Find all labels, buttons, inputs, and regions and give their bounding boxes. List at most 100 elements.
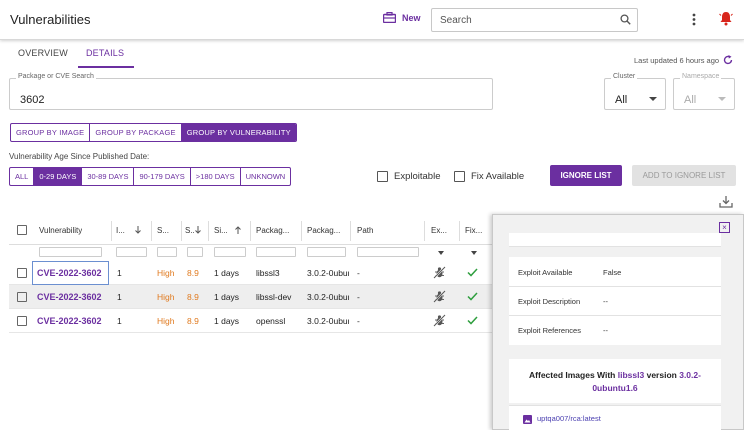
- refresh-icon[interactable]: [723, 55, 733, 65]
- exploitable-checkbox-box[interactable]: [377, 171, 388, 182]
- sort-down-icon[interactable]: [195, 226, 201, 234]
- filter-images-input[interactable]: [116, 247, 147, 257]
- col-severity[interactable]: S...: [157, 226, 170, 235]
- detail-key: Exploit Description: [518, 297, 581, 306]
- version-value: 3.0.2-0ubuntu1.6: [307, 292, 349, 302]
- filter-since-input[interactable]: [214, 247, 246, 257]
- add-to-ignore-list-button[interactable]: ADD TO IGNORE LIST: [632, 165, 736, 186]
- new-button-label: New: [402, 12, 421, 23]
- search-input[interactable]: Search: [431, 8, 638, 32]
- filter-severity-input[interactable]: [157, 247, 177, 257]
- exploitable-checkbox[interactable]: Exploitable: [377, 171, 440, 182]
- images-count: 1: [117, 316, 122, 326]
- table-row[interactable]: CVE-2022-3602 1 High 8.9 1 days libssl3 …: [9, 261, 493, 285]
- col-vulnerability[interactable]: Vulnerability: [39, 226, 83, 235]
- age-all-button[interactable]: ALL: [10, 168, 35, 185]
- filter-score-input[interactable]: [187, 247, 203, 257]
- col-images[interactable]: I...: [116, 226, 125, 235]
- age-unknown-button[interactable]: UNKNOWN: [245, 172, 286, 181]
- filter-package-input[interactable]: [256, 247, 296, 257]
- search-placeholder: Search: [440, 15, 472, 26]
- age-filter-toggle: ALL 0-29 DAYS 30-89 DAYS 90-179 DAYS >18…: [9, 167, 292, 186]
- detail-key: Exploit Available: [518, 268, 573, 277]
- path-value: -: [357, 316, 360, 326]
- row-checkbox[interactable]: [17, 292, 27, 302]
- select-all-checkbox[interactable]: [17, 225, 27, 235]
- close-icon[interactable]: ×: [719, 222, 730, 233]
- table-row[interactable]: CVE-2022-3602 1 High 8.9 1 days openssl …: [9, 309, 493, 333]
- affected-version: 3.0.2-0ubuntu1.6: [592, 370, 701, 393]
- fix-available-checkbox-box[interactable]: [454, 171, 465, 182]
- group-by-vulnerability-button[interactable]: GROUP BY VULNERABILITY: [181, 124, 296, 141]
- package-value: libssl-dev: [256, 292, 292, 302]
- cve-link[interactable]: CVE-2022-3602: [37, 268, 102, 278]
- age-filter-label: Vulnerability Age Since Published Date:: [9, 152, 150, 161]
- group-by-image-button[interactable]: GROUP BY IMAGE: [11, 124, 91, 141]
- package-cve-search-field[interactable]: Package or CVE Search 3602: [9, 73, 493, 110]
- filter-vulnerability-input[interactable]: [39, 247, 102, 257]
- image-icon: [523, 415, 532, 424]
- tab-overview[interactable]: OVERVIEW: [18, 48, 68, 58]
- path-value: -: [357, 268, 360, 278]
- cve-link[interactable]: CVE-2022-3602: [37, 316, 102, 326]
- package-cve-search-label: Package or CVE Search: [16, 73, 96, 80]
- column-divider: [459, 221, 460, 241]
- col-score[interactable]: S...: [185, 226, 195, 235]
- table-header: Vulnerability I... S... S... Si... Packa…: [9, 215, 493, 245]
- chevron-down-icon[interactable]: [471, 251, 477, 255]
- age-0-29-button[interactable]: 0-29 DAYS: [34, 168, 83, 185]
- age-180-plus-button[interactable]: >180 DAYS: [191, 168, 241, 185]
- table-row[interactable]: CVE-2022-3602 1 High 8.9 1 days libssl-d…: [9, 285, 493, 309]
- version-value: 3.0.2-0ubuntu1.6: [307, 316, 349, 326]
- affected-mid: version: [646, 370, 677, 380]
- sort-down-icon[interactable]: [135, 226, 141, 234]
- row-checkbox[interactable]: [17, 316, 27, 326]
- affected-image-item[interactable]: uptqa007/rca:latest: [509, 405, 721, 430]
- col-path[interactable]: Path: [357, 226, 374, 235]
- more-menu-icon[interactable]: [692, 13, 696, 26]
- exploit-description-row: Exploit Description --: [509, 287, 721, 316]
- detail-card-top: [509, 233, 721, 247]
- vulnerability-detail-panel: × Exploit Available False Exploit Descri…: [492, 214, 744, 430]
- version-value: 3.0.2-0ubuntu1.6: [307, 268, 349, 278]
- detail-key: Exploit References: [518, 326, 581, 335]
- chevron-down-icon: [718, 97, 726, 101]
- col-package-version[interactable]: Packag...: [307, 226, 341, 235]
- group-by-toggle: GROUP BY IMAGE GROUP BY PACKAGE GROUP BY…: [10, 123, 297, 142]
- cve-link[interactable]: CVE-2022-3602: [37, 292, 102, 302]
- col-since[interactable]: Si...: [214, 226, 228, 235]
- group-by-package-button[interactable]: GROUP BY PACKAGE: [90, 124, 182, 141]
- page-title: Vulnerabilities: [10, 12, 91, 27]
- sort-up-icon[interactable]: [235, 226, 241, 234]
- fix-available-checkbox[interactable]: Fix Available: [454, 171, 524, 182]
- images-count: 1: [117, 292, 122, 302]
- score-value: 8.9: [187, 292, 199, 302]
- row-checkbox[interactable]: [17, 268, 27, 278]
- age-30-89-button[interactable]: 30-89 DAYS: [82, 168, 135, 185]
- cluster-label: Cluster: [611, 73, 638, 80]
- images-count: 1: [117, 268, 122, 278]
- checkmark-icon: [467, 268, 478, 277]
- selected-cell-outline: [32, 261, 109, 285]
- tab-details[interactable]: DETAILS: [77, 46, 135, 68]
- affected-image-link[interactable]: uptqa007/rca:latest: [537, 414, 601, 423]
- chevron-down-icon[interactable]: [438, 251, 444, 255]
- namespace-select[interactable]: Namespace All: [673, 73, 735, 110]
- path-value: -: [357, 292, 360, 302]
- col-exploitable[interactable]: Ex...: [431, 226, 448, 235]
- score-value: 8.9: [187, 268, 199, 278]
- ignore-list-button[interactable]: IGNORE LIST: [550, 165, 622, 186]
- filter-version-input[interactable]: [307, 247, 346, 257]
- filter-path-input[interactable]: [357, 247, 419, 257]
- download-icon[interactable]: [719, 195, 733, 208]
- since-value: 1 days: [214, 292, 240, 302]
- cluster-select[interactable]: Cluster All: [604, 73, 666, 110]
- column-divider: [151, 221, 152, 241]
- notification-bell-icon[interactable]: [719, 11, 733, 26]
- checkmark-icon: [467, 292, 478, 301]
- chevron-down-icon: [649, 97, 657, 101]
- age-90-179-button[interactable]: 90-179 DAYS: [134, 168, 191, 185]
- new-button[interactable]: New: [383, 12, 421, 23]
- col-fix[interactable]: Fix...: [465, 226, 483, 235]
- col-package[interactable]: Packag...: [256, 226, 290, 235]
